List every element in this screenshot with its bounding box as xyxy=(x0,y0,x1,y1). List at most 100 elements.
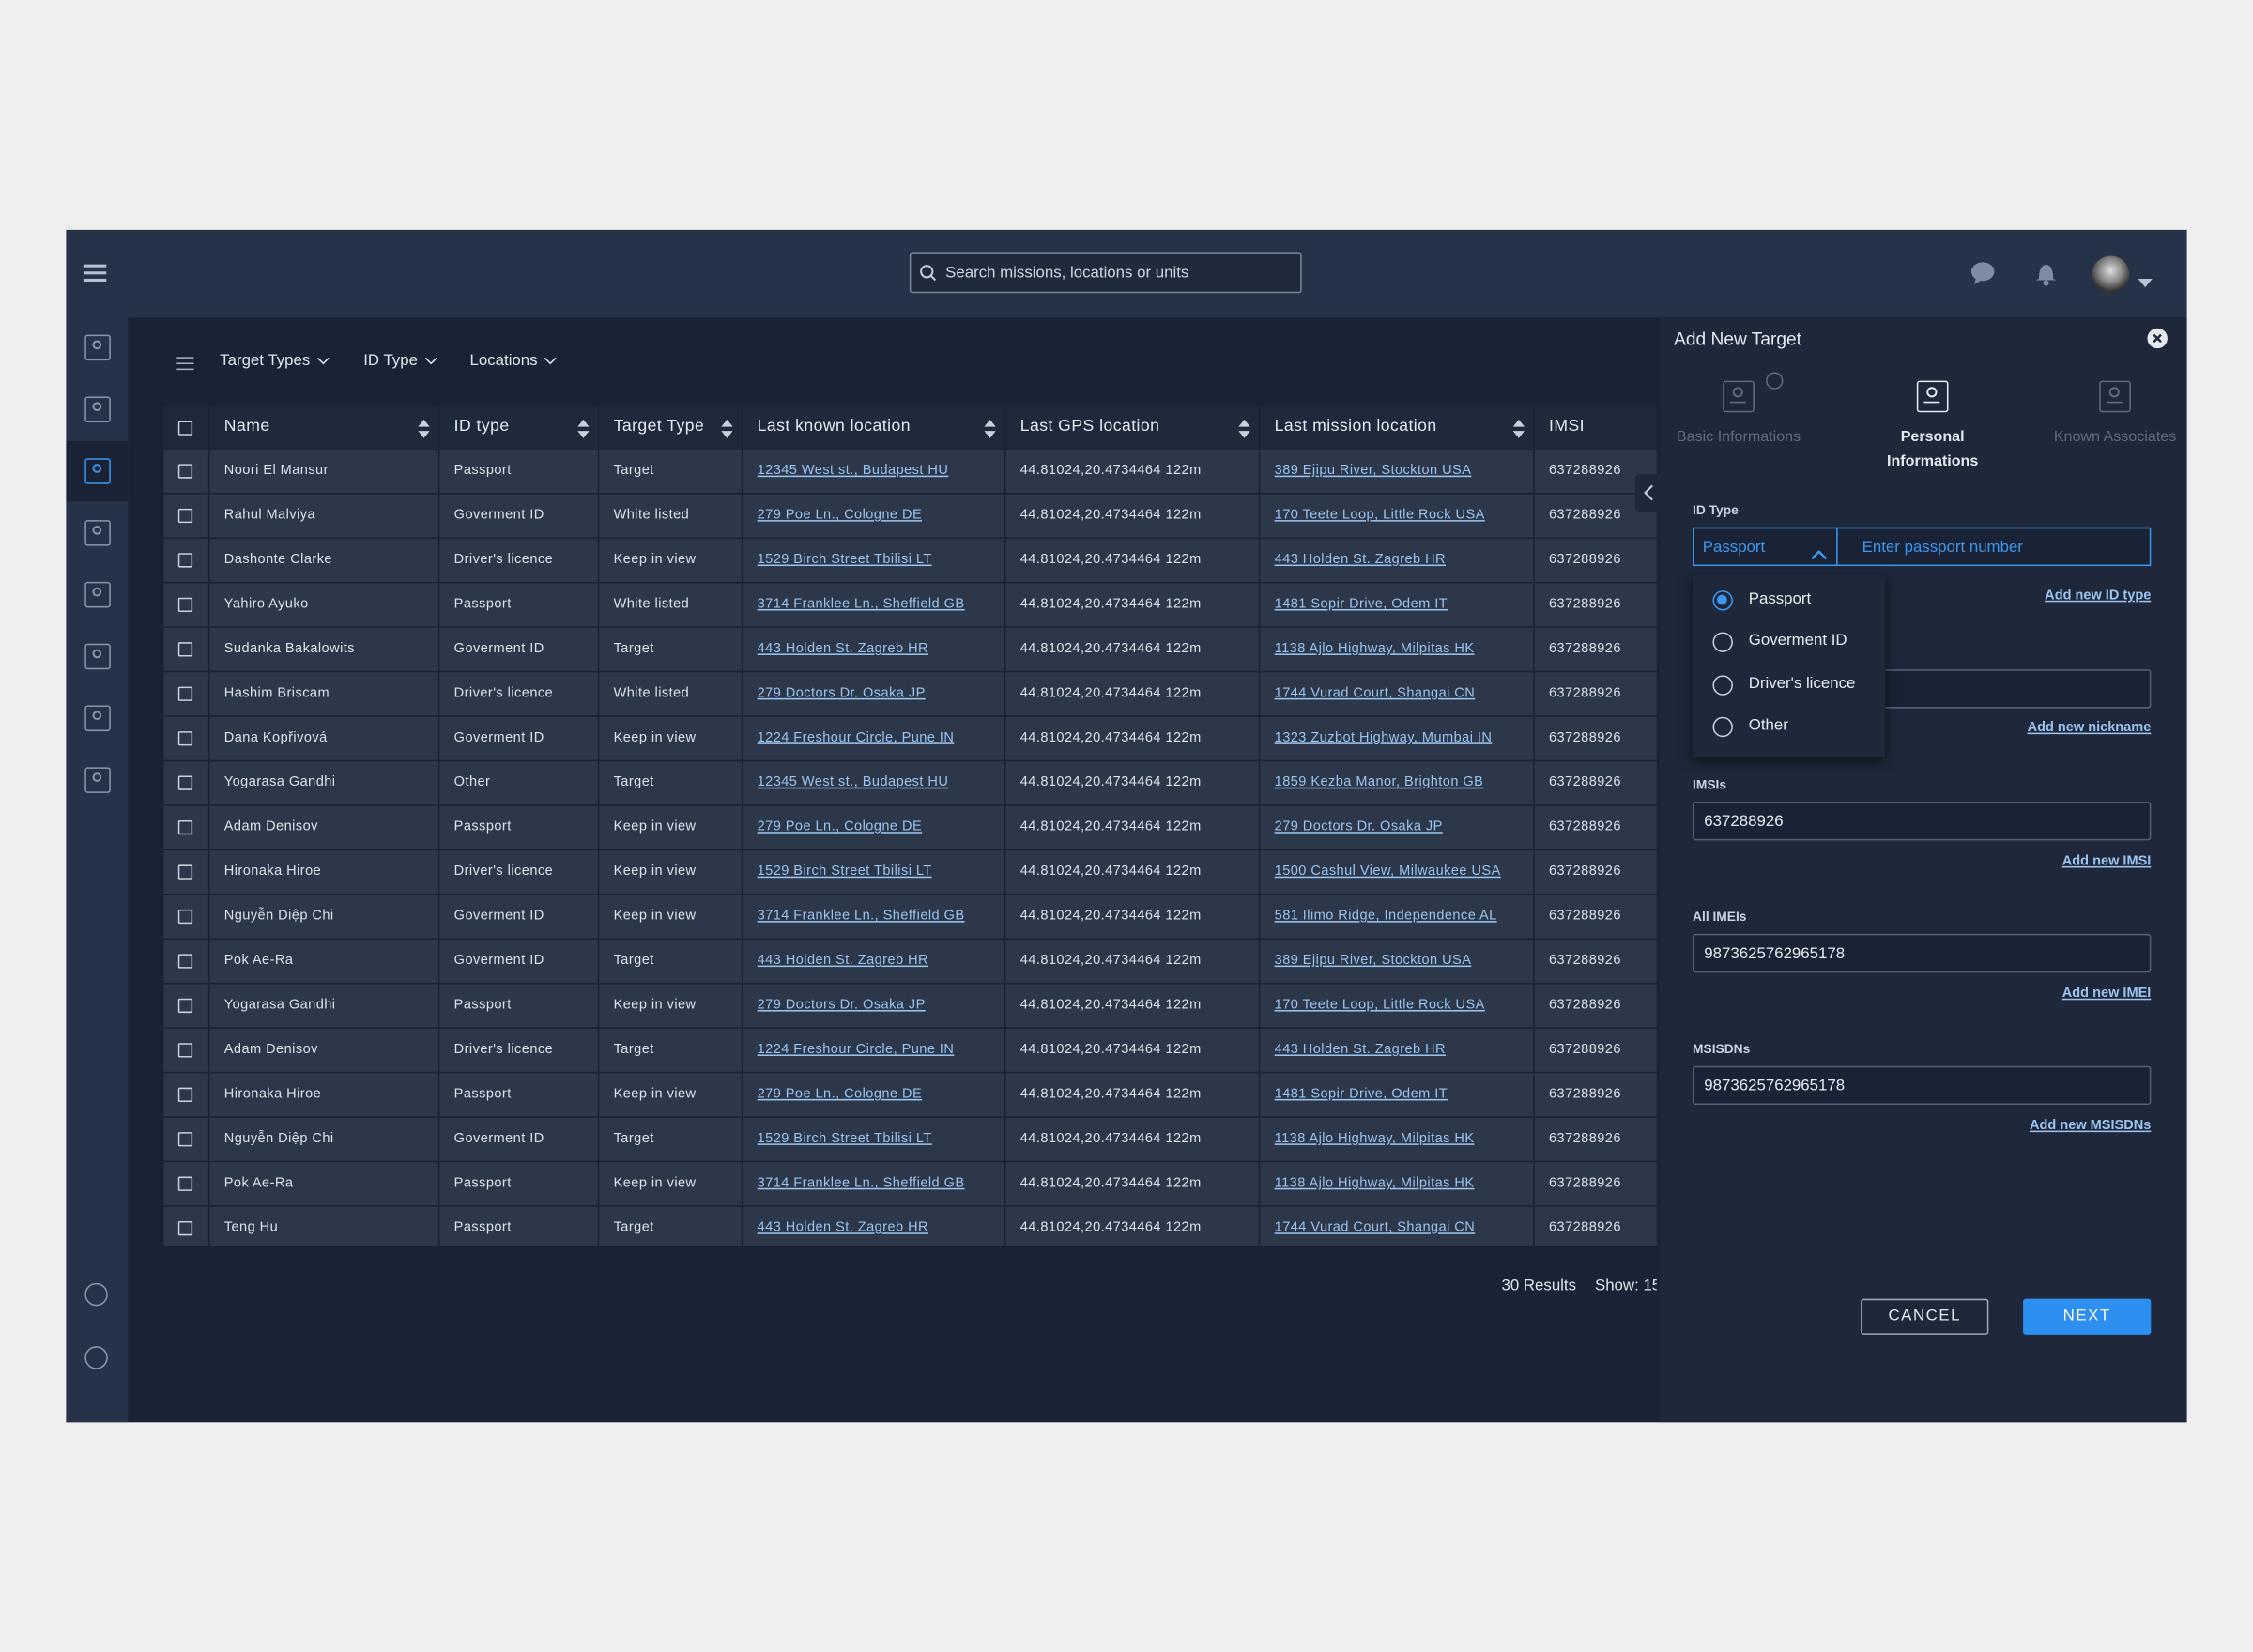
table-row[interactable]: Teng Hu Passport Target 443 Holden St. Zagr… xyxy=(163,1206,1657,1247)
table-row[interactable]: Dashonte Clarke Driver's licence Keep in v… xyxy=(163,538,1657,582)
avatar-caret[interactable] xyxy=(2138,268,2153,288)
next-button[interactable]: NEXT xyxy=(2023,1298,2152,1335)
add-link[interactable]: Add new IMEI xyxy=(2061,985,2152,1002)
column-header[interactable]: Name xyxy=(223,418,270,436)
checkbox[interactable] xyxy=(177,642,193,657)
location-link[interactable]: 12345 West st., Budapest HU xyxy=(757,773,949,790)
avatar[interactable] xyxy=(2092,255,2130,294)
checkbox[interactable] xyxy=(177,819,193,835)
imei-input[interactable]: 9873625762965178 xyxy=(1693,933,2152,973)
location-link[interactable]: 389 Ejipu River, Stockton USA xyxy=(1274,952,1472,969)
location-link[interactable]: 1744 Vurad Court, Shangai CN xyxy=(1274,1219,1476,1236)
location-link[interactable]: 1859 Kezba Manor, Brighton GB xyxy=(1274,773,1484,790)
add-link[interactable]: Add new MSISDNs xyxy=(2030,1117,2152,1134)
location-link[interactable]: 1529 Birch Street Tbilisi LT xyxy=(757,1130,932,1147)
search-box[interactable]: Search missions, locations or units xyxy=(909,252,1302,294)
location-link[interactable]: 170 Teete Loop, Little Rock USA xyxy=(1274,997,1485,1014)
checkbox[interactable] xyxy=(177,464,193,479)
imsi-input[interactable]: 637288926 xyxy=(1693,802,2152,841)
msisdn-input[interactable]: 9873625762965178 xyxy=(1693,1065,2152,1106)
table-row[interactable]: Hironaka Hiroe Driver's licence Keep in vi… xyxy=(163,850,1657,895)
checkbox[interactable] xyxy=(177,1176,193,1191)
location-link[interactable]: 279 Poe Ln., Cologne DE xyxy=(757,818,923,835)
checkbox[interactable] xyxy=(177,731,193,746)
location-link[interactable]: 1138 Ajlo Highway, Milpitas HK xyxy=(1274,1175,1475,1191)
table-row[interactable]: Adam Denisov Passport Keep in view 279 Poe … xyxy=(163,805,1657,849)
filter-dropdown[interactable]: Locations xyxy=(470,352,558,369)
add-link[interactable]: Add new ID type xyxy=(2045,588,2152,604)
location-link[interactable]: 3714 Franklee Ln., Sheffield GB xyxy=(757,596,965,613)
location-link[interactable]: 1323 Zuzbot Highway, Mumbai IN xyxy=(1274,729,1493,746)
table-row[interactable]: Hironaka Hiroe Passport Keep in view 279 Po… xyxy=(163,1073,1657,1117)
checkbox[interactable] xyxy=(177,954,193,969)
checkbox[interactable] xyxy=(177,1043,193,1058)
location-link[interactable]: 443 Holden St. Zagreb HR xyxy=(757,640,929,657)
table-row[interactable]: Sudanka Bakalowits Goverment ID Target 443 … xyxy=(163,627,1657,671)
column-header[interactable]: Last mission location xyxy=(1274,418,1437,436)
location-link[interactable]: 443 Holden St. Zagreb HR xyxy=(1274,551,1447,568)
location-link[interactable]: 3714 Franklee Ln., Sheffield GB xyxy=(757,1175,965,1191)
table-row[interactable]: Yogarasa Gandhi Passport Keep in view 279 D… xyxy=(163,984,1657,1028)
location-link[interactable]: 1529 Birch Street Tbilisi LT xyxy=(757,551,932,568)
location-link[interactable]: 279 Poe Ln., Cologne DE xyxy=(757,1086,923,1102)
location-link[interactable]: 279 Doctors Dr. Osaka JP xyxy=(757,685,926,701)
checkbox[interactable] xyxy=(177,597,193,613)
table-row[interactable]: Rahul Malviya Goverment ID White listed 279… xyxy=(163,494,1657,538)
dropdown-option[interactable]: Other xyxy=(1693,710,1885,744)
sidebar-icon[interactable] xyxy=(84,581,111,608)
checkbox[interactable] xyxy=(177,864,193,880)
table-row[interactable]: Noori El Mansur Passport Target 12345 West … xyxy=(163,450,1657,493)
column-header[interactable]: Last GPS location xyxy=(1019,418,1160,436)
table-row[interactable]: Yahiro Ayuko Passport White listed 3714 Fra… xyxy=(163,583,1657,627)
location-link[interactable]: 1744 Vurad Court, Shangai CN xyxy=(1274,685,1476,701)
add-link[interactable]: Add new nickname xyxy=(2027,719,2152,736)
location-link[interactable]: 12345 West st., Budapest HU xyxy=(757,462,949,479)
location-link[interactable]: 279 Poe Ln., Cologne DE xyxy=(757,507,923,524)
location-link[interactable]: 1481 Sopir Drive, Odem IT xyxy=(1274,596,1448,613)
id-type-select[interactable]: Passport xyxy=(1693,527,1838,567)
checkbox[interactable] xyxy=(177,508,193,524)
column-header[interactable]: ID type xyxy=(453,418,510,436)
bell-icon[interactable] xyxy=(2034,260,2057,286)
add-link[interactable]: Add new IMSI xyxy=(2061,853,2152,870)
sidebar-icon[interactable] xyxy=(84,705,111,732)
table-row[interactable]: Yogarasa Gandhi Other Target 12345 West st.… xyxy=(163,761,1657,805)
checkbox[interactable] xyxy=(177,998,193,1014)
dropdown-option[interactable]: Passport xyxy=(1693,583,1885,618)
checkbox[interactable] xyxy=(177,1221,193,1236)
location-link[interactable]: 279 Doctors Dr. Osaka JP xyxy=(1274,818,1443,835)
sidebar-icon[interactable] xyxy=(84,458,111,484)
step-label[interactable]: Personal Informations xyxy=(1886,428,1979,470)
table-row[interactable]: Nguyễn Diệp Chi Goverment ID Keep in view 3… xyxy=(163,895,1657,939)
sidebar-icon[interactable] xyxy=(84,643,111,670)
checkbox[interactable] xyxy=(177,1132,193,1147)
sort-icon[interactable] xyxy=(1512,419,1525,438)
location-link[interactable]: 581 Ilimo Ridge, Independence AL xyxy=(1274,908,1497,925)
location-link[interactable]: 1138 Ajlo Highway, Milpitas HK xyxy=(1274,640,1475,657)
sidebar-icon[interactable] xyxy=(84,1346,108,1369)
table-row[interactable]: Nguyễn Diệp Chi Goverment ID Target 1529 Bi… xyxy=(163,1117,1657,1161)
column-header[interactable]: Target Type xyxy=(613,418,705,436)
column-header[interactable]: Last known location xyxy=(757,418,911,436)
sort-icon[interactable] xyxy=(577,419,590,438)
checkbox[interactable] xyxy=(177,421,193,436)
location-link[interactable]: 389 Ejipu River, Stockton USA xyxy=(1274,462,1472,479)
location-link[interactable]: 1138 Ajlo Highway, Milpitas HK xyxy=(1274,1130,1475,1147)
id-number-input[interactable]: Enter passport number xyxy=(1836,527,2152,567)
sort-icon[interactable] xyxy=(721,419,733,438)
sidebar-icon[interactable] xyxy=(84,334,111,361)
step-label[interactable]: Basic Informations xyxy=(1676,428,1801,446)
sort-icon[interactable] xyxy=(418,419,430,438)
checkbox[interactable] xyxy=(177,686,193,701)
location-link[interactable]: 443 Holden St. Zagreb HR xyxy=(757,1219,929,1236)
table-row[interactable]: Dana Kopřivová Goverment ID Keep in view 12… xyxy=(163,716,1657,760)
table-row[interactable]: Pok Ae-Ra Goverment ID Target 443 Holden St… xyxy=(163,940,1657,983)
sidebar-icon[interactable] xyxy=(84,767,111,793)
filter-dropdown[interactable]: Target Types xyxy=(220,352,330,369)
location-link[interactable]: 443 Holden St. Zagreb HR xyxy=(757,952,929,969)
menu-button[interactable] xyxy=(83,262,110,284)
location-link[interactable]: 1481 Sopir Drive, Odem IT xyxy=(1274,1086,1448,1102)
filter-dropdown[interactable]: ID Type xyxy=(363,352,437,369)
dropdown-option[interactable]: Goverment ID xyxy=(1693,625,1885,660)
close-button[interactable] xyxy=(2147,328,2169,349)
